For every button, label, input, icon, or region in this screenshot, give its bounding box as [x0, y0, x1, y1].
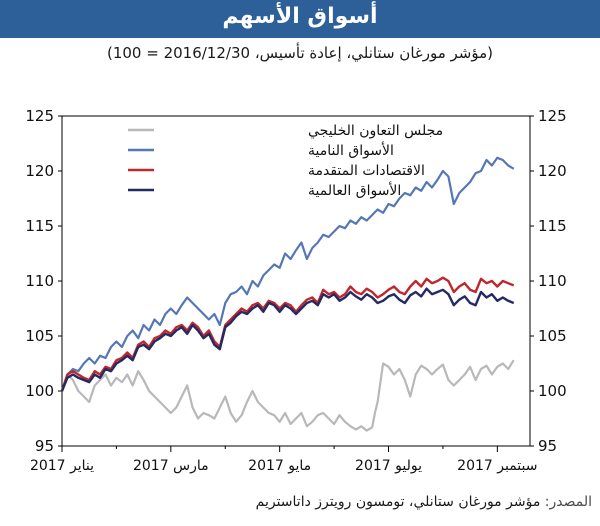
plot-frame	[61, 115, 531, 447]
chart-subtitle: (مؤشر مورغان ستانلي، إعادة تأسيس، 2016/1…	[106, 44, 494, 62]
chart-area: 95 95 100 100 105 105 110 110 115 115 120 120 125 125…	[25, 107, 567, 474]
y-tick-label-right: 120	[538, 162, 567, 180]
x-tick-label: يوليو 2017	[355, 458, 422, 474]
y-tick-label-left: 105	[25, 327, 54, 345]
y-tick-label-right: 105	[538, 327, 567, 345]
source-text: مؤشر مورغان ستانلي، تومسون رويترز داتاست…	[255, 494, 541, 510]
y-tick-label-right: 110	[538, 272, 567, 290]
legend-label-emerging: الأسواق النامية	[308, 141, 394, 159]
title-bar: أسواق الأسهم	[0, 0, 600, 38]
x-tick-label: مايو 2017	[248, 458, 311, 474]
source-label: المصدر:	[544, 494, 592, 510]
source-note: المصدر: مؤشر مورغان ستانلي، تومسون رويتر…	[256, 494, 592, 510]
legend-label-world: الأسواق العالمية	[308, 181, 401, 199]
y-tick-label-left: 115	[25, 217, 54, 235]
legend-label-gcc: مجلس التعاون الخليجي	[308, 123, 443, 139]
series-line-world	[60, 287, 515, 392]
y-tick-label-left: 95	[35, 437, 54, 455]
series-line-emerging	[60, 156, 515, 392]
y-tick-label-left: 110	[25, 272, 54, 290]
y-tick-label-right: 115	[538, 217, 567, 235]
x-tick-label: مارس 2017	[133, 458, 209, 474]
chart-title: أسواق الأسهم	[222, 4, 378, 29]
y-tick-label-left: 100	[25, 382, 54, 400]
y-tick-label-left: 120	[25, 162, 54, 180]
x-tick-label: سبتمبر 2017	[457, 458, 537, 474]
x-tick-label: يناير 2017	[30, 458, 94, 474]
y-tick-label-right: 100	[538, 382, 567, 400]
y-tick-label-right: 95	[538, 437, 557, 455]
y-tick-label-right: 125	[538, 107, 567, 125]
series-line-gcc	[60, 359, 515, 432]
y-tick-label-left: 125	[25, 107, 54, 125]
legend-label-advanced: الاقتصادات المتقدمة	[308, 163, 425, 179]
